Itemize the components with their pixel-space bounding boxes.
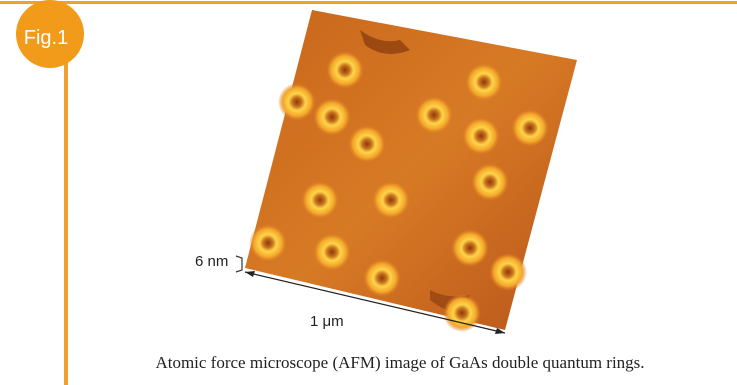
- quantum-ring: [462, 117, 500, 155]
- quantum-ring: [415, 96, 453, 134]
- quantum-ring: [348, 125, 386, 163]
- quantum-ring: [451, 229, 489, 267]
- side-rule: [64, 30, 68, 385]
- quantum-ring: [313, 233, 351, 271]
- quantum-ring: [363, 259, 401, 297]
- quantum-ring: [511, 109, 549, 147]
- page: Fig.1 6 nm 1 μm Atomic force microscope …: [0, 0, 737, 385]
- quantum-ring: [326, 51, 364, 89]
- caption: Atomic force microscope (AFM) image of G…: [155, 353, 644, 372]
- quantum-ring: [465, 63, 503, 101]
- quantum-ring: [249, 224, 287, 262]
- width-label: 1 μm: [310, 313, 344, 330]
- quantum-ring: [372, 181, 410, 219]
- badge-label: Fig.1: [24, 27, 68, 49]
- height-label: 6 nm: [195, 253, 228, 270]
- top-rule: [0, 1, 737, 4]
- quantum-ring: [489, 253, 527, 291]
- height-bracket: [236, 256, 242, 272]
- scale-arrow: [245, 271, 255, 277]
- quantum-ring: [313, 98, 351, 136]
- figure: Fig.1 6 nm 1 μm Atomic force microscope …: [0, 0, 737, 385]
- quantum-ring: [301, 181, 339, 219]
- quantum-ring: [471, 163, 509, 201]
- quantum-ring: [278, 83, 316, 121]
